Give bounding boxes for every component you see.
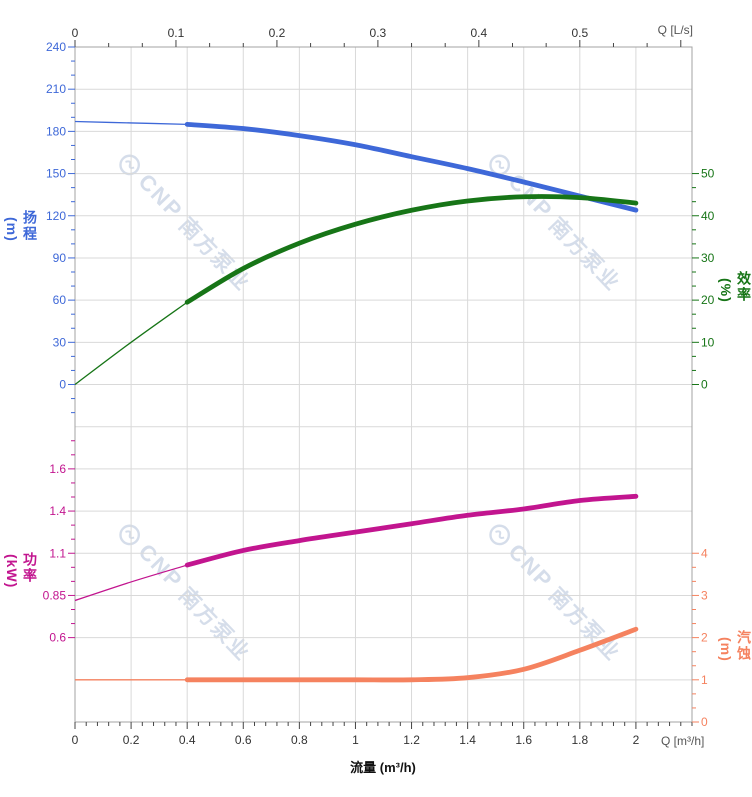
svg-text:150: 150 <box>46 167 66 181</box>
svg-text:4: 4 <box>701 546 708 560</box>
power-curve <box>74 493 639 602</box>
svg-text:1.1: 1.1 <box>49 546 66 560</box>
svg-text:240: 240 <box>46 40 66 54</box>
svg-text:210: 210 <box>46 82 66 96</box>
top-axis: 0 0.1 0.2 0.3 0.4 0.5 <box>72 26 682 47</box>
svg-text:0.8: 0.8 <box>291 733 308 747</box>
svg-text:0.4: 0.4 <box>179 733 196 747</box>
svg-text:120: 120 <box>46 209 66 223</box>
efficiency-axis-title-text: 效率 <box>736 271 752 303</box>
x-axis-title: 流量 (m³/h) <box>350 760 416 775</box>
power-axis-unit: (kW) <box>4 553 20 589</box>
svg-text:0.3: 0.3 <box>370 26 387 40</box>
svg-text:1: 1 <box>701 673 708 687</box>
npsh-axis-title-text: 汽蚀 <box>736 630 752 662</box>
head-curve <box>74 120 639 213</box>
svg-text:0.2: 0.2 <box>269 26 286 40</box>
svg-text:40: 40 <box>701 209 715 223</box>
svg-text:20: 20 <box>701 293 715 307</box>
svg-text:10: 10 <box>701 335 715 349</box>
svg-text:0.4: 0.4 <box>471 26 488 40</box>
efficiency-curve <box>74 194 639 386</box>
head-axis-title-text: 扬程 <box>22 210 38 242</box>
bottom-axis-unit-label: Q [m³/h] <box>661 734 705 748</box>
bottom-axis: 0 0.2 0.4 0.6 0.8 1 1.2 1.4 1.6 1.8 2 <box>72 722 693 747</box>
svg-text:50: 50 <box>701 167 715 181</box>
svg-text:1.4: 1.4 <box>49 504 66 518</box>
svg-text:30: 30 <box>701 251 715 265</box>
power-axis-title: 功率 (kW) <box>4 498 38 638</box>
gridlines <box>75 47 692 722</box>
svg-text:1.8: 1.8 <box>571 733 588 747</box>
svg-text:1.6: 1.6 <box>49 462 66 476</box>
svg-text:0.1: 0.1 <box>168 26 185 40</box>
power-axis-title-text: 功率 <box>22 552 38 584</box>
efficiency-axis: 50 40 30 20 10 0 <box>692 167 715 392</box>
npsh-axis: 4 3 2 1 0 <box>692 546 708 729</box>
npsh-axis-title: 汽蚀 (m) <box>718 582 752 710</box>
svg-text:0: 0 <box>701 378 708 392</box>
head-axis: 240 210 180 150 120 90 60 30 0 <box>46 40 75 414</box>
svg-text:2: 2 <box>701 631 708 645</box>
efficiency-axis-unit: (%) <box>718 277 734 303</box>
svg-text:0: 0 <box>72 26 79 40</box>
efficiency-axis-title: 效率 (%) <box>718 224 752 350</box>
svg-text:1: 1 <box>352 733 359 747</box>
svg-text:3: 3 <box>701 588 708 602</box>
svg-text:0.6: 0.6 <box>49 631 66 645</box>
svg-text:0.2: 0.2 <box>123 733 140 747</box>
svg-text:1.2: 1.2 <box>403 733 420 747</box>
svg-text:60: 60 <box>53 293 67 307</box>
head-axis-title: 扬程 (m) <box>4 158 38 294</box>
svg-text:30: 30 <box>53 335 67 349</box>
head-axis-unit: (m) <box>4 216 20 242</box>
svg-text:180: 180 <box>46 124 66 138</box>
svg-text:0.6: 0.6 <box>235 733 252 747</box>
svg-text:0: 0 <box>701 715 708 729</box>
svg-text:0.5: 0.5 <box>571 26 588 40</box>
svg-text:2: 2 <box>633 733 640 747</box>
svg-text:90: 90 <box>53 251 67 265</box>
svg-text:0: 0 <box>59 378 66 392</box>
top-axis-unit-label: Q [L/s] <box>657 23 693 37</box>
svg-text:1.6: 1.6 <box>515 733 532 747</box>
svg-text:0.85: 0.85 <box>43 588 67 602</box>
npsh-axis-unit: (m) <box>718 636 734 662</box>
svg-text:0: 0 <box>72 733 79 747</box>
npsh-curve <box>74 626 639 683</box>
svg-text:1.4: 1.4 <box>459 733 476 747</box>
power-axis: 1.6 1.4 1.1 0.85 0.6 <box>43 440 75 645</box>
